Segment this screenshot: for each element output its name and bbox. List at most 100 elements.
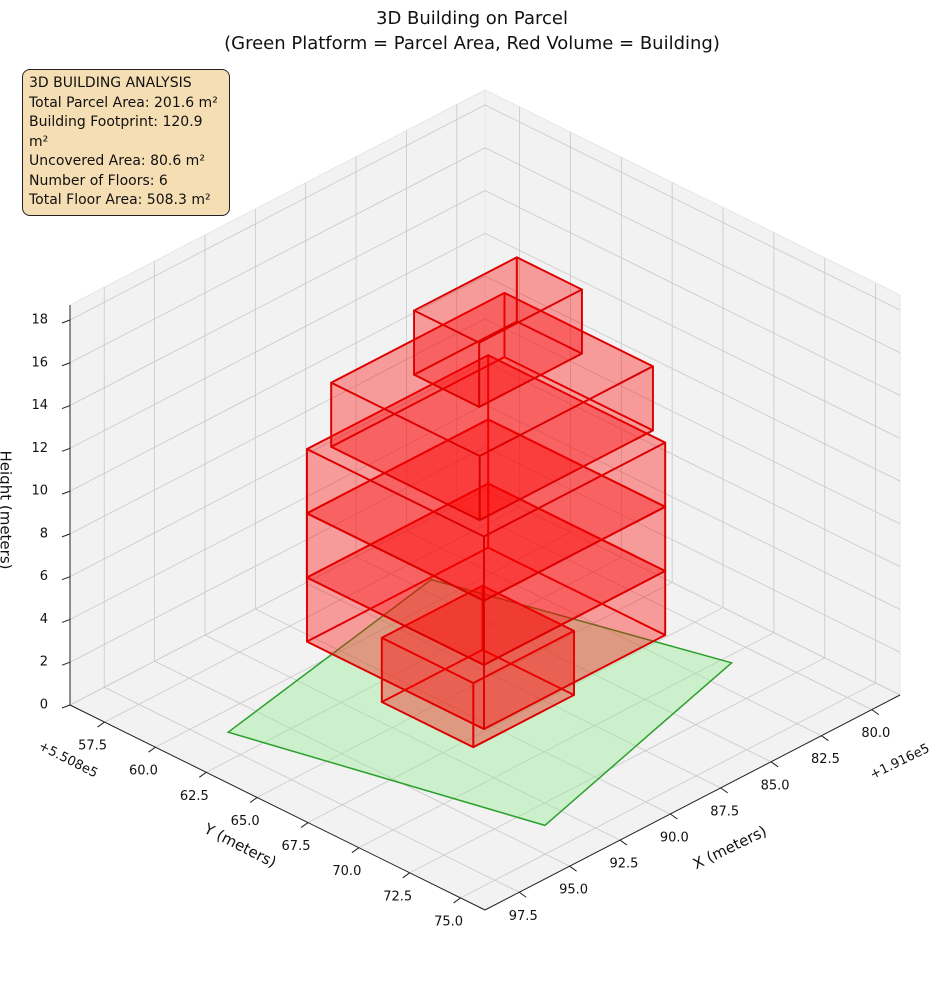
grid-line: [484, 190, 901, 396]
y-tick-label: 67.5: [282, 839, 311, 854]
x-tick-label: 92.5: [609, 857, 638, 872]
parcel: [226, 578, 734, 827]
z-tick-label: 0: [40, 698, 48, 713]
y-tick-label: 65.0: [231, 814, 260, 829]
grid-line: [484, 147, 901, 354]
z-tick: [61, 319, 71, 324]
z-tick: [61, 661, 71, 666]
x-tick-label: 97.5: [509, 909, 538, 924]
z-tick: [61, 362, 71, 367]
floor: [305, 418, 667, 666]
grid-line: [460, 682, 876, 899]
grid-line: [406, 530, 822, 737]
axis-line: [69, 704, 486, 911]
grid-line: [255, 608, 671, 815]
info-box: 3D BUILDING ANALYSIS Total Parcel Area: …: [22, 69, 230, 216]
info-line: Number of Floors: 6: [29, 172, 168, 189]
x-tick-label: 87.5: [710, 804, 739, 819]
z-tick: [61, 405, 71, 410]
x-tick-label: 95.0: [559, 883, 588, 898]
grid-line: [69, 232, 486, 449]
grid-line: [69, 318, 486, 535]
x-tick: [770, 761, 779, 768]
grid-line: [104, 686, 520, 893]
grid-line: [69, 190, 486, 406]
y-tick-label: 57.5: [78, 739, 107, 754]
z-tick-label: 6: [40, 569, 48, 584]
z-tick-label: 2: [40, 655, 48, 670]
z-tick: [61, 490, 71, 495]
floor: [305, 354, 667, 602]
chart-title: 3D Building on Parcel: [376, 8, 568, 29]
grid-line: [69, 361, 486, 578]
grid-line: [155, 531, 571, 748]
chart-subtitle: (Green Platform = Parcel Area, Red Volum…: [224, 33, 720, 54]
y-tick: [453, 897, 461, 904]
z-tick: [61, 447, 71, 452]
floor-face: [413, 256, 583, 344]
y-tick: [300, 822, 309, 828]
x-tick: [619, 839, 628, 846]
x-offset: +1.916e5: [868, 741, 932, 783]
x-tick-label: 80.0: [861, 726, 890, 741]
z-tick-label: 8: [40, 526, 48, 541]
x-tick-label: 82.5: [811, 752, 840, 767]
floor-face: [380, 584, 575, 684]
y-tick: [351, 847, 360, 854]
grid-line: [69, 104, 486, 321]
z-tick-label: 16: [31, 355, 48, 370]
y-tick-label: 60.0: [129, 764, 158, 779]
floor-face: [305, 354, 667, 538]
grid-line: [409, 657, 825, 874]
grid-line: [484, 404, 901, 610]
grid-line: [307, 607, 724, 823]
info-line: Total Floor Area: 508.3 m²: [29, 192, 211, 208]
z-tick: [61, 533, 71, 538]
x-tick: [569, 865, 577, 872]
grid-line: [69, 147, 486, 364]
x-tick: [720, 787, 728, 794]
floor: [330, 291, 654, 522]
y-tick: [199, 771, 207, 778]
y-tick: [148, 746, 156, 753]
grid-line: [484, 489, 901, 696]
z-tick-label: 4: [40, 612, 48, 627]
grid-line: [206, 556, 622, 773]
floor: [413, 256, 583, 408]
z-tick: [61, 618, 71, 623]
info-line: Building Footprint: 120.9 m²: [29, 114, 203, 150]
z-tick-label: 18: [31, 312, 48, 327]
y-tick: [402, 872, 411, 879]
y-tick-label: 72.5: [383, 889, 412, 904]
grid-line: [69, 446, 486, 663]
grid-line: [104, 506, 520, 723]
info-line: Total Parcel Area: 201.6 m²: [29, 94, 218, 111]
x-tick: [518, 891, 527, 898]
grid-line: [69, 404, 486, 620]
y-tick: [97, 721, 105, 728]
x-axis-label: X (meters): [690, 822, 770, 873]
grid-line: [69, 489, 486, 706]
info-title: 3D BUILDING ANALYSIS: [29, 75, 192, 91]
grid-line: [484, 232, 901, 439]
floor: [305, 482, 667, 730]
floor: [380, 584, 575, 749]
grid-line: [484, 318, 901, 525]
grid-line: [484, 361, 901, 568]
x-tick: [821, 735, 829, 742]
x-tick: [871, 709, 880, 716]
y-tick-label: 62.5: [180, 789, 209, 804]
z-tick: [61, 576, 71, 581]
grid-line: [204, 634, 621, 841]
grid-line: [154, 660, 570, 867]
grid-line: [355, 556, 772, 763]
z-axis-label: Height (meters): [0, 451, 15, 570]
grid-line: [305, 582, 721, 789]
y-tick: [249, 797, 258, 803]
y-tick-label: 70.0: [332, 864, 361, 879]
y-tick-label: 75.0: [434, 914, 463, 929]
x-tick-label: 85.0: [761, 778, 790, 793]
grid-line: [484, 104, 901, 311]
